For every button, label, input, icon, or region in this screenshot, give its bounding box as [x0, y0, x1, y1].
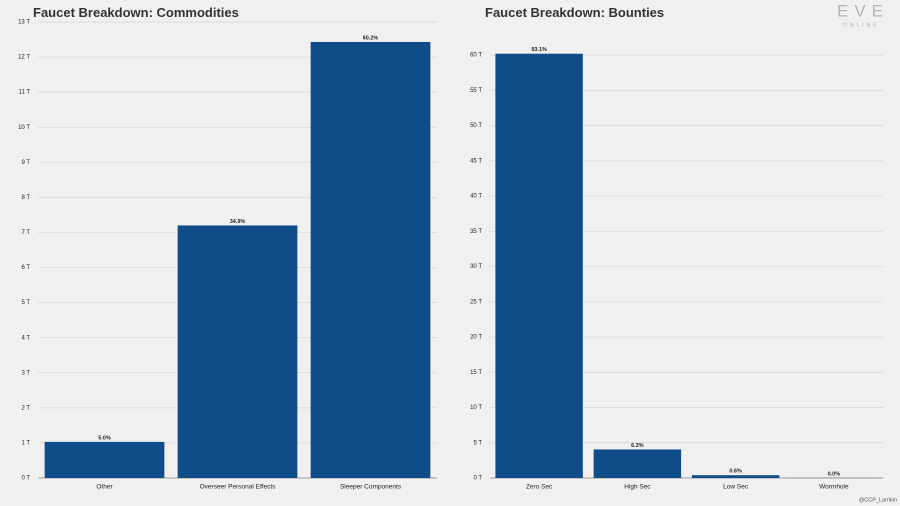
bar — [691, 475, 780, 478]
y-tick-label: 4 T — [21, 335, 30, 341]
x-tick-label: Low Sec — [723, 484, 749, 491]
x-tick-label: High Sec — [624, 484, 651, 491]
logo: EVE — [837, 1, 889, 20]
bar — [44, 441, 165, 478]
credit: @CCP_Larrikin — [859, 497, 897, 503]
y-tick-label: 8 T — [21, 195, 30, 201]
percent-label: 93.1% — [531, 47, 547, 53]
chart-title: Faucet Breakdown: Commodities — [33, 5, 239, 20]
x-tick-label: Sleeper Components — [340, 484, 402, 491]
x-tick-label: Wormhole — [819, 484, 849, 491]
y-tick-label: 35 T — [470, 229, 482, 235]
y-tick-label: 1 T — [21, 441, 30, 447]
y-tick-label: 11 T — [19, 90, 31, 96]
y-tick-label: 13 T — [18, 20, 30, 26]
y-tick-label: 20 T — [470, 335, 482, 341]
y-tick-label: 10 T — [18, 125, 30, 131]
y-tick-label: 50 T — [470, 123, 482, 129]
y-tick-label: 10 T — [470, 405, 482, 411]
percent-label: 34.9% — [230, 219, 246, 225]
percent-label: 60.2% — [363, 35, 379, 41]
y-tick-label: 0 T — [473, 476, 482, 482]
x-tick-label: Overseer Personal Effects — [200, 484, 276, 491]
bar — [177, 225, 298, 478]
y-tick-label: 5 T — [473, 440, 482, 446]
logo-sub: ONLINE — [843, 22, 880, 28]
bar — [495, 53, 583, 479]
percent-label: 0.0% — [828, 471, 841, 477]
y-tick-label: 55 T — [470, 88, 482, 94]
y-tick-label: 5 T — [21, 300, 30, 306]
x-tick-label: Other — [96, 484, 113, 491]
y-tick-label: 15 T — [470, 370, 482, 376]
y-tick-label: 40 T — [470, 194, 482, 200]
y-tick-label: 7 T — [21, 230, 30, 236]
y-tick-label: 6 T — [21, 265, 30, 271]
x-tick-label: Zero Sec — [526, 484, 553, 491]
y-tick-label: 3 T — [21, 370, 30, 376]
y-tick-label: 30 T — [470, 264, 482, 270]
y-tick-label: 60 T — [470, 53, 482, 59]
y-tick-label: 25 T — [470, 299, 482, 305]
percent-label: 6.3% — [631, 443, 644, 449]
bar — [593, 449, 682, 478]
y-tick-label: 45 T — [470, 158, 482, 164]
chart-title: Faucet Breakdown: Bounties — [485, 5, 664, 20]
y-tick-label: 9 T — [21, 160, 30, 166]
y-tick-label: 12 T — [18, 55, 30, 61]
y-tick-label: 2 T — [21, 405, 30, 411]
y-tick-label: 0 T — [21, 476, 30, 482]
bar — [310, 41, 431, 479]
percent-label: 5.0% — [98, 435, 111, 441]
percent-label: 0.6% — [729, 469, 742, 475]
